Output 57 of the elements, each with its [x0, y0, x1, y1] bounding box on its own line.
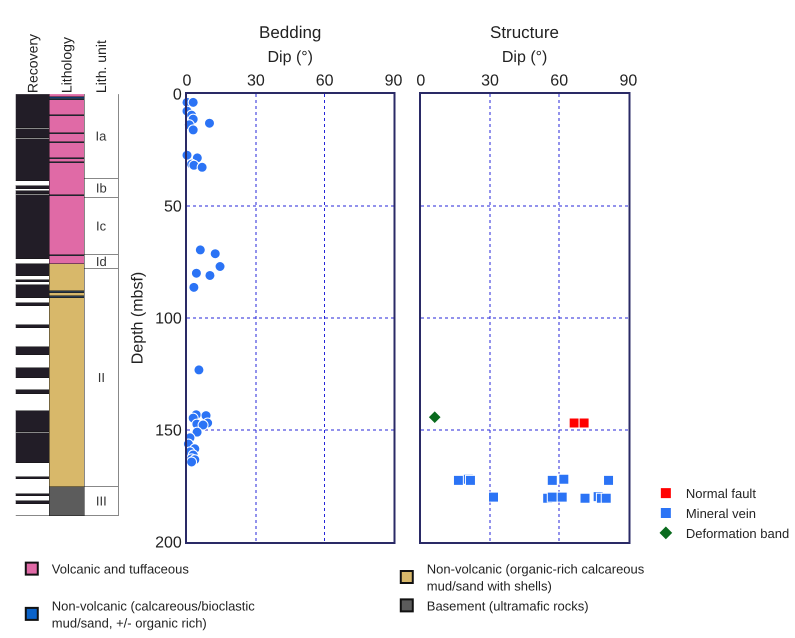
point — [558, 474, 570, 485]
point — [214, 260, 226, 272]
legend-label: Volcanic and tuffaceous — [52, 562, 190, 577]
point — [188, 282, 200, 293]
point — [452, 474, 464, 486]
x-tick-label: Lithology — [58, 37, 75, 94]
y-tick-label: 200 — [155, 534, 182, 552]
series-label: Ic — [96, 218, 107, 234]
chart-title: Bedding — [259, 23, 322, 42]
point — [204, 118, 215, 129]
y-tick-label: 50 — [164, 198, 182, 216]
point — [210, 248, 221, 260]
series-label: II — [98, 370, 105, 386]
x-axis-title: Dip (°) — [267, 49, 314, 66]
x-tick-label: 30 — [481, 72, 500, 90]
x-tick-label: 90 — [619, 72, 638, 90]
y-tick-label: 100 — [155, 310, 182, 328]
legend-label: Normal fault — [686, 486, 756, 502]
point — [603, 474, 614, 486]
x-tick-label: Lith. unit — [92, 40, 109, 94]
series-label: III — [96, 494, 107, 509]
series-label: Ia — [96, 128, 108, 144]
legend-label: Basement (ultramafic rocks) — [426, 598, 589, 614]
point — [546, 474, 558, 486]
legend-label: Mineral vein — [686, 506, 756, 522]
x-tick-label: 60 — [550, 72, 568, 90]
point — [556, 492, 568, 503]
x-axis-title: Dip (°) — [502, 49, 548, 66]
point — [568, 417, 580, 428]
series-label: Ib — [96, 180, 107, 196]
x-tick-label: 90 — [384, 72, 402, 90]
point — [186, 456, 198, 468]
point — [488, 492, 499, 503]
x-tick-label: 0 — [416, 72, 426, 90]
point — [190, 268, 202, 279]
point — [196, 162, 208, 173]
legend-label: Non-volcanic (organic-rich calcareous mud/sand with shells) — [426, 562, 645, 594]
point — [428, 410, 442, 424]
y-tick-label: 150 — [155, 422, 182, 440]
point — [580, 492, 591, 504]
legend-label: Deformation band — [686, 526, 790, 541]
point — [198, 420, 209, 431]
series-label: Id — [96, 254, 107, 270]
point — [188, 124, 199, 136]
legend-label: Non-volcanic (calcareous/bioclastic mud/sand, +/- organic rich) — [52, 598, 256, 630]
x-tick-label: 30 — [246, 72, 265, 90]
point — [578, 417, 590, 428]
point — [600, 492, 612, 504]
point — [193, 364, 204, 376]
point — [192, 426, 203, 438]
y-axis-title: Depth (mbsf) — [130, 272, 146, 364]
x-tick-label: 60 — [316, 72, 334, 90]
x-tick-label: Recovery — [24, 34, 40, 94]
point — [204, 270, 216, 281]
point — [194, 244, 206, 256]
chart-title: Structure — [490, 23, 559, 42]
point — [188, 96, 199, 108]
